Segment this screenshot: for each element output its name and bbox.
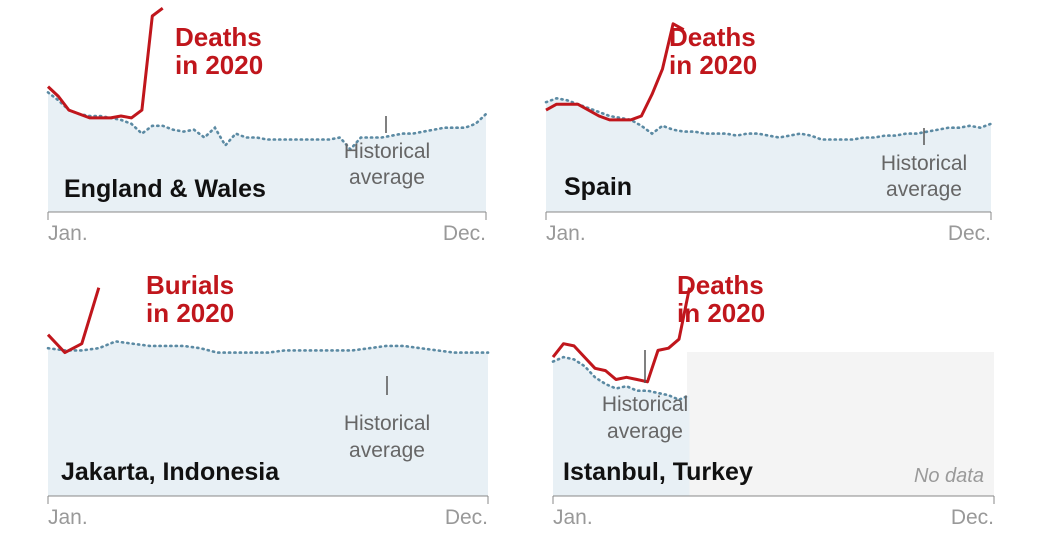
series-label: Deaths in 2020 [669, 22, 757, 80]
series-2020-line [545, 22, 685, 122]
panel-title: Spain [564, 173, 632, 201]
average-label: Historical average [602, 393, 688, 443]
series-label: Burials in 2020 [146, 270, 234, 328]
x-tick-label-end: Dec. [948, 222, 991, 245]
no-data-region [687, 352, 994, 496]
historical-area [48, 341, 488, 496]
historical-area [553, 357, 690, 496]
x-tick-label-end: Dec. [445, 506, 488, 529]
series-label: Deaths in 2020 [175, 22, 263, 80]
x-tick-label-start: Jan. [48, 506, 88, 529]
panel-2: Jan. Dec. Deaths in 2020 Historical average Sp… [544, 22, 993, 245]
panel-title: Jakarta, Indonesia [61, 458, 280, 486]
average-label: Historical average [344, 140, 430, 189]
panel-title: Istanbul, Turkey [563, 458, 753, 486]
average-label: Historical average [344, 412, 430, 462]
x-tick-label-start: Jan. [48, 222, 88, 245]
panel-1: Jan. Dec. Deaths in 2020 Historical average En… [46, 7, 488, 245]
historical-average-line [46, 340, 490, 354]
historical-average-line [46, 91, 488, 152]
x-tick-label-end: Dec. [443, 222, 486, 245]
series-2020-line [551, 287, 691, 384]
historical-average-line [544, 96, 993, 141]
historical-area [546, 98, 991, 212]
historical-area [48, 92, 486, 212]
series-2020-line [46, 7, 164, 120]
series-label: Deaths in 2020 [677, 270, 765, 328]
no-data-label: No data [914, 465, 984, 487]
x-tick-label-start: Jan. [553, 506, 593, 529]
series-2020-line [46, 287, 101, 355]
panel-title: England & Wales [64, 175, 266, 203]
panel-3: Jan. Dec. Burials in 2020 Historical average J… [46, 270, 490, 529]
x-tick-label-end: Dec. [951, 506, 994, 529]
historical-average-line [551, 355, 691, 402]
average-label: Historical average [881, 152, 967, 201]
panel-4: Jan. Dec. Deaths in 2020 Historical average Is… [551, 270, 995, 529]
x-tick-label-start: Jan. [546, 222, 586, 245]
